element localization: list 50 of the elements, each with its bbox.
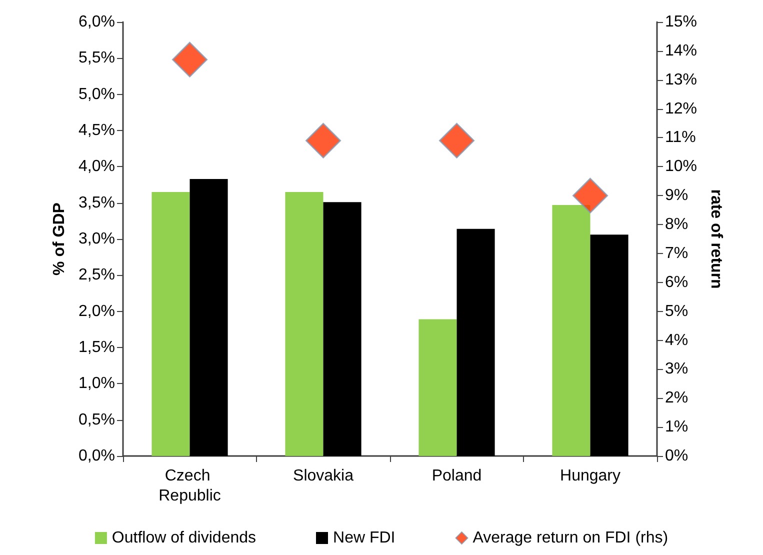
y-tick-label: 2,0% [78,302,115,320]
y-tick-label: 3,0% [78,230,115,248]
y-tick-label: 2,5% [78,266,115,284]
y-tick-label: 5,5% [78,50,115,67]
x-tick-label: Slovakia [293,468,354,484]
legend-label: Outflow of dividends [112,530,256,546]
y2-tick-label: 13% [665,71,698,88]
y2-tick-label: 3% [665,360,688,378]
y2-tick-label: 8% [665,216,688,234]
point [572,178,608,214]
x-tick-label: Poland [432,468,482,484]
y2-tick-label: 9% [665,187,688,204]
y2-tick-label: 14% [665,42,698,60]
y-tick-label: 0,5% [78,411,115,428]
y2-tick-label: 10% [665,158,698,176]
y-tick-label: 1,0% [78,375,115,392]
y2-tick-label: 11% [665,129,696,146]
y2-tick-label: 4% [665,332,688,349]
point [439,122,474,158]
y2-tick-label: 6% [665,274,688,291]
bar [456,228,495,456]
x-tick-label: Hungary [560,468,620,484]
legend-label: New FDI [333,530,396,546]
y-tick-label: 5,0% [78,86,115,103]
y2-axis-title: rate of return [707,189,724,289]
y-tick-label: 4,5% [78,122,115,139]
y2-tick-label: 5% [665,302,688,320]
point [306,122,341,158]
y2-tick-label: 12% [665,100,698,118]
y-tick-label: 6,0% [78,14,115,30]
bar [152,192,190,456]
y-tick-label: 0,0% [78,448,115,464]
y2-tick-label: 15% [665,14,698,30]
y-tick-label: 3,5% [78,194,115,212]
x-tick-label: Czech Republic [158,468,221,504]
bar [190,178,228,456]
bar [323,202,362,456]
y2-tick-label: 2% [665,390,688,407]
bar [552,205,590,456]
y-axis-title: % of GDP [51,202,68,276]
y-tick-label: 1,5% [78,339,115,356]
y2-tick-label: 1% [665,418,688,436]
legend-label: Average return on FDI (rhs) [472,530,668,546]
y-tick-label: 4,0% [78,158,115,176]
bar [418,319,457,456]
y2-tick-label: 7% [665,244,688,262]
point [172,42,208,78]
bar [285,192,324,456]
y2-tick-label: 0% [665,448,688,464]
bar [590,234,628,456]
